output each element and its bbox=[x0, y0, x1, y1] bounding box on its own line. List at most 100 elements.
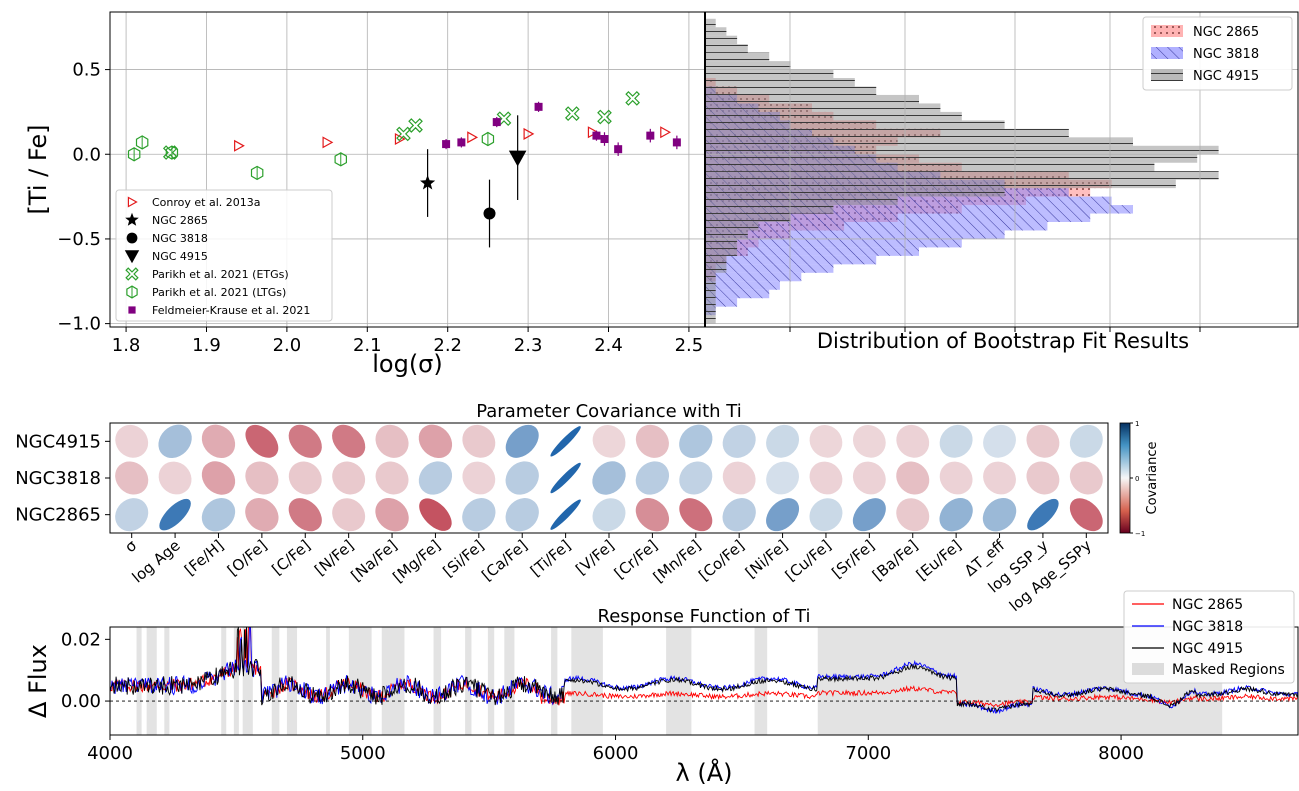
covariance-ellipse bbox=[896, 498, 930, 532]
row-label: NGC3818 bbox=[15, 468, 101, 489]
column-label: [Cu/Fe] bbox=[782, 536, 835, 584]
legend-label: NGC 4915 bbox=[1172, 641, 1243, 657]
covariance-ellipse bbox=[375, 461, 409, 495]
histogram-bar-hatch bbox=[705, 137, 1133, 146]
data-point-6 bbox=[334, 152, 347, 167]
histogram-bar-hatch bbox=[705, 35, 738, 45]
histogram-bar-hatch bbox=[705, 69, 834, 79]
histogram-bar-hatch bbox=[705, 196, 1112, 206]
masked-region bbox=[381, 627, 405, 735]
scatter-points bbox=[127, 91, 681, 248]
scatter-panel: 1.8 1.9 2.0 2.1 2.2 2.3 2.4 2.5 0.5 0.0 −0.5 −1.0 l… bbox=[24, 11, 706, 378]
histogram-bar-hatch bbox=[705, 230, 748, 239]
column-label: [Co/Fe] bbox=[695, 536, 748, 584]
covariance-ellipse bbox=[158, 461, 192, 495]
covariance-ellipse bbox=[809, 498, 843, 532]
histogram-bar-hatch bbox=[705, 255, 727, 265]
histogram-bar-hatch bbox=[705, 179, 1176, 189]
covariance-ellipse bbox=[982, 497, 1017, 532]
covariance-ellipse bbox=[939, 424, 973, 458]
covariance-ellipse bbox=[1026, 461, 1060, 495]
y-tick-label: 0.02 bbox=[61, 629, 101, 650]
covariance-ellipse bbox=[983, 424, 1016, 458]
covariance-ellipse bbox=[766, 498, 800, 532]
covariance-ellipse bbox=[115, 461, 149, 495]
y-tick-label: 0.0 bbox=[72, 144, 101, 165]
histogram-bar-hatch bbox=[705, 27, 727, 36]
masked-region bbox=[326, 627, 330, 735]
covariance-ellipse bbox=[1026, 424, 1060, 458]
data-point-7 bbox=[600, 135, 609, 144]
histogram-bar-hatch bbox=[705, 61, 791, 70]
covariance-panel: Parameter Covariance with Ti NGC4915 NGC3… bbox=[15, 401, 1160, 616]
histogram-bar-hatch bbox=[705, 289, 770, 299]
covariance-ellipse bbox=[635, 498, 670, 532]
histogram-bar-hatch bbox=[705, 264, 834, 273]
covariance-ellipse bbox=[159, 498, 191, 531]
response-axes: 4000 5000 6000 7000 8000 0.02 0.00 bbox=[61, 626, 1299, 764]
column-label: [Eu/Fe] bbox=[913, 536, 965, 584]
histogram-bar-hatch bbox=[705, 94, 919, 104]
covariance-ellipse bbox=[592, 424, 626, 458]
histogram-series-3 bbox=[705, 18, 1219, 324]
column-label: log Age bbox=[129, 536, 184, 586]
covariance-ellipse bbox=[462, 498, 496, 532]
histogram-bar-hatch bbox=[705, 120, 1005, 129]
data-point-6 bbox=[135, 135, 149, 150]
histogram-bar-hatch bbox=[705, 222, 759, 231]
data-point-7 bbox=[534, 102, 543, 111]
data-point-1 bbox=[660, 126, 672, 139]
data-point-4 bbox=[508, 150, 527, 167]
histogram-bars bbox=[705, 18, 1219, 324]
x-tick-label: 2.4 bbox=[594, 335, 623, 356]
covariance-ellipse bbox=[679, 461, 713, 495]
histogram-bar-hatch bbox=[705, 128, 1069, 138]
histogram-bar-hatch bbox=[705, 281, 780, 290]
covariance-ellipse bbox=[679, 424, 713, 459]
covariance-ellipse bbox=[505, 461, 539, 495]
scatter-x-axis-label: log(σ) bbox=[372, 350, 443, 378]
data-point-6 bbox=[250, 165, 264, 181]
histogram-bar-hatch bbox=[705, 188, 1005, 197]
histogram-bar-hatch bbox=[705, 247, 919, 256]
x-tick-label: 4000 bbox=[87, 743, 133, 764]
masked-region bbox=[233, 627, 239, 735]
covariance-ellipse bbox=[288, 424, 322, 458]
covariance-ellipse bbox=[332, 424, 366, 458]
legend-label: NGC 2865 bbox=[152, 214, 208, 227]
column-label: [Ni/Fe] bbox=[742, 536, 791, 581]
legend-box bbox=[115, 189, 333, 322]
masked-region bbox=[754, 627, 768, 735]
covariance-ellipse bbox=[635, 461, 670, 495]
response-line-1 bbox=[110, 627, 1298, 708]
response-x-axis-label: λ (Å) bbox=[676, 758, 733, 787]
histogram-bar-hatch bbox=[705, 154, 1198, 163]
histogram-panel: Distribution of Bootstrap Fit Results NG… bbox=[704, 11, 1299, 353]
data-point-7 bbox=[492, 118, 501, 127]
histogram-bar-hatch bbox=[705, 213, 1091, 222]
data-point-7 bbox=[457, 138, 466, 147]
covariance-ellipse bbox=[635, 424, 669, 458]
covariance-ellipses bbox=[115, 424, 1103, 532]
x-tick-label: 2.1 bbox=[353, 335, 382, 356]
covariance-title: Parameter Covariance with Ti bbox=[476, 401, 742, 422]
scatter-axes: 1.8 1.9 2.0 2.1 2.2 2.3 2.4 2.5 0.5 0.0 −0.5 −1.0 bbox=[57, 11, 706, 356]
row-label: NGC2865 bbox=[15, 505, 101, 526]
histogram-bar-hatch bbox=[705, 315, 716, 324]
covariance-ellipse bbox=[679, 498, 713, 532]
response-panel: Response Function of Ti 4000 5000 6000 7000… bbox=[24, 590, 1299, 787]
covariance-ellipse bbox=[983, 461, 1016, 495]
legend-swatch-hatch bbox=[1151, 69, 1183, 81]
covariance-ellipse bbox=[115, 498, 149, 532]
data-point-5 bbox=[396, 126, 411, 142]
histogram-bar-hatch bbox=[705, 264, 727, 273]
data-point-5 bbox=[625, 91, 640, 106]
x-tick-label: 1.8 bbox=[112, 335, 141, 356]
column-label: [C/Fe] bbox=[268, 536, 313, 578]
data-point-3 bbox=[483, 207, 496, 220]
x-tick-label: 5000 bbox=[340, 743, 386, 764]
x-tick-label: 8000 bbox=[1098, 743, 1144, 764]
response-legend: NGC 2865 NGC 3818 NGC 4915 Masked Regions bbox=[1123, 590, 1295, 684]
covariance-ellipse bbox=[505, 424, 539, 458]
